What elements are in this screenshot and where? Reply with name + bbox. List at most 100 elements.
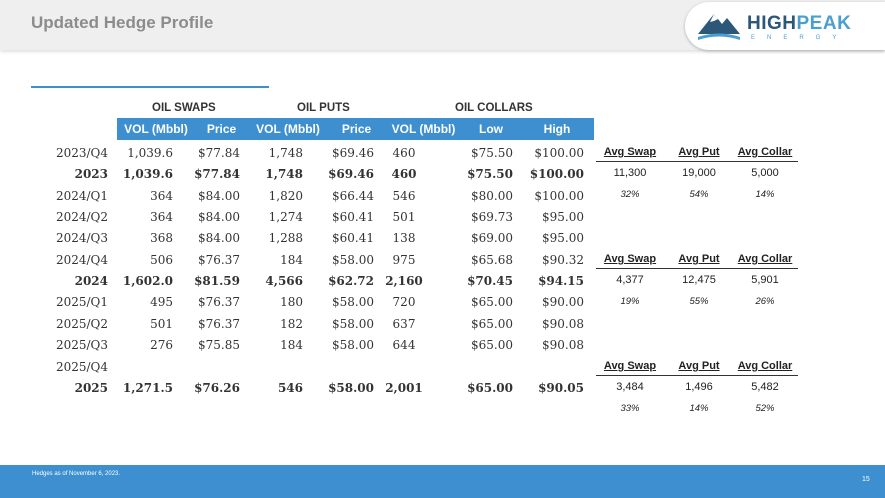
table-cell xyxy=(304,357,374,378)
table-cell: 368 xyxy=(150,231,173,246)
header-bar: Updated Hedge Profile HIGHPEAK ENERGY xyxy=(0,0,885,50)
page-number: 15 xyxy=(862,476,870,483)
summary-header: Avg Collar xyxy=(737,253,793,265)
table-cell: 1,039.6 xyxy=(127,146,173,160)
row-period: 2025 xyxy=(74,380,108,395)
table-cell: $65.00 xyxy=(467,380,513,395)
row-period: 2024/Q1 xyxy=(55,188,108,203)
table-cell: 460 xyxy=(391,167,417,182)
table-cell: $69.46 xyxy=(332,146,374,160)
table-cell: 2,160 xyxy=(385,274,423,289)
summary-percent: 54% xyxy=(689,189,709,200)
table-cell xyxy=(443,357,513,378)
column-header: VOL (Mbbl) xyxy=(391,122,456,136)
table-cell: $65.00 xyxy=(471,316,513,331)
logo-subtitle: ENERGY xyxy=(751,35,849,41)
table-cell xyxy=(374,357,434,378)
row-period: 2024 xyxy=(74,274,108,289)
summary-divider xyxy=(596,161,798,162)
logo-wordmark: HIGHPEAK xyxy=(747,13,852,34)
table-cell: $58.00 xyxy=(332,295,374,310)
table-cell: 182 xyxy=(280,316,303,331)
table-cell: $65.68 xyxy=(471,252,513,267)
table-cell: $70.45 xyxy=(467,274,513,289)
table-cell: 180 xyxy=(280,295,303,310)
table-cell: 364 xyxy=(150,188,173,203)
summary-divider xyxy=(596,375,798,376)
table-cell: $58.00 xyxy=(332,316,374,331)
table-cell: $65.00 xyxy=(471,338,513,353)
table-cell: 184 xyxy=(280,338,303,353)
table-cell: 501 xyxy=(150,316,173,331)
table-cell: $81.59 xyxy=(194,274,240,289)
group-header-puts: OIL PUTS xyxy=(297,102,350,114)
summary-percent: 19% xyxy=(620,296,640,307)
summary-value: 5,482 xyxy=(751,381,779,393)
table-cell: $77.84 xyxy=(194,167,240,182)
group-header-collars: OIL COLLARS xyxy=(455,102,533,114)
row-period: 2025/Q4 xyxy=(55,359,108,374)
summary-value: 5,000 xyxy=(751,167,779,179)
summary-percent: 33% xyxy=(620,403,640,414)
summary-header: Avg Swap xyxy=(603,360,657,372)
table-cell: $100.00 xyxy=(529,167,584,182)
table-cell: $90.00 xyxy=(542,295,584,310)
summary-value: 11,300 xyxy=(613,167,647,179)
table-cell: 1,748 xyxy=(268,146,303,160)
title-accent-line xyxy=(31,86,269,88)
row-period: 2023/Q4 xyxy=(55,146,108,160)
table-cell: 460 xyxy=(392,146,416,160)
table-cell: $90.08 xyxy=(542,316,584,331)
table-cell: $80.00 xyxy=(471,188,513,203)
table-cell: 2,001 xyxy=(385,380,423,395)
table-cell: $75.50 xyxy=(471,146,513,160)
column-header: High xyxy=(543,122,571,136)
table-cell: 546 xyxy=(392,188,416,203)
table-cell: $84.00 xyxy=(198,210,240,225)
table-cell: $58.00 xyxy=(332,338,374,353)
row-period: 2023 xyxy=(74,167,108,182)
table-cell: 637 xyxy=(392,316,416,331)
column-header: Price xyxy=(341,122,372,136)
table-cell: 1,274 xyxy=(268,210,303,225)
table-cell xyxy=(170,357,240,378)
summary-header: Avg Put xyxy=(678,146,720,158)
summary-header: Avg Put xyxy=(678,253,720,265)
table-cell: $75.85 xyxy=(198,338,240,353)
table-cell: $76.37 xyxy=(198,316,240,331)
summary-value: 4,377 xyxy=(616,274,644,286)
table-cell: 4,566 xyxy=(265,274,303,289)
page-title: Updated Hedge Profile xyxy=(31,13,214,32)
column-header: VOL (Mbbl) xyxy=(256,122,320,136)
summary-divider xyxy=(596,268,798,269)
summary-header: Avg Collar xyxy=(737,360,793,372)
table-cell: 1,039.6 xyxy=(122,167,173,182)
summary-percent: 52% xyxy=(755,403,775,414)
table-cell xyxy=(233,357,303,378)
table-cell: $60.41 xyxy=(332,210,374,225)
table-cell: 1,820 xyxy=(268,188,303,203)
table-cell: $62.72 xyxy=(328,274,374,289)
table-cell: 1,271.5 xyxy=(122,380,173,395)
table-cell xyxy=(103,357,173,378)
footer-bar xyxy=(0,465,885,498)
table-cell: 975 xyxy=(392,252,416,267)
summary-header: Avg Swap xyxy=(603,146,657,158)
table-cell: 644 xyxy=(392,338,416,353)
row-period: 2025/Q2 xyxy=(55,316,108,331)
highpeak-logo: HIGHPEAK ENERGY xyxy=(685,2,885,50)
column-header: Low xyxy=(479,122,503,136)
table-cell: 546 xyxy=(277,380,303,395)
summary-value: 1,496 xyxy=(685,381,713,393)
table-cell: 364 xyxy=(150,210,173,225)
table-cell: 720 xyxy=(392,295,416,310)
summary-value: 19,000 xyxy=(682,167,716,179)
mountain-icon xyxy=(698,14,740,40)
row-period: 2025/Q3 xyxy=(55,338,108,353)
table-cell: $95.00 xyxy=(542,231,584,246)
table-cell: $66.44 xyxy=(332,188,374,203)
table-cell: 276 xyxy=(150,338,173,353)
table-cell: $77.84 xyxy=(198,146,240,160)
summary-value: 12,475 xyxy=(682,274,716,286)
column-header-bar xyxy=(117,118,594,140)
